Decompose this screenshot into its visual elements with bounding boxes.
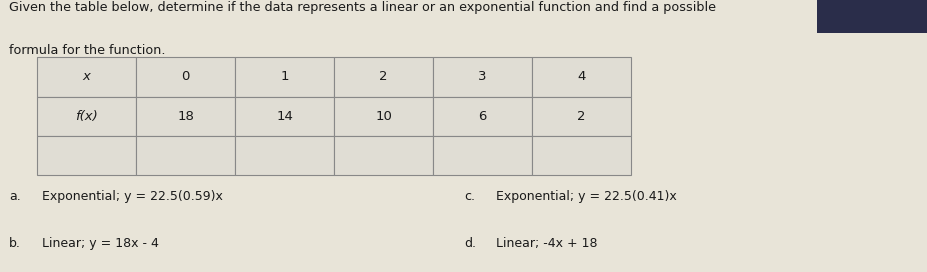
Text: 0: 0 bbox=[181, 70, 190, 83]
Text: Given the table below, determine if the data represents a linear or an exponenti: Given the table below, determine if the … bbox=[9, 1, 716, 14]
Bar bbox=[334, 97, 433, 136]
Bar bbox=[235, 97, 334, 136]
Bar bbox=[433, 57, 531, 97]
Text: 2: 2 bbox=[577, 110, 585, 123]
Text: x: x bbox=[83, 70, 91, 83]
Bar bbox=[334, 136, 433, 175]
Text: 14: 14 bbox=[276, 110, 293, 123]
Bar bbox=[136, 57, 235, 97]
Bar bbox=[334, 57, 433, 97]
Text: c.: c. bbox=[464, 190, 475, 203]
Bar bbox=[816, 0, 927, 33]
Bar bbox=[37, 57, 136, 97]
Text: Linear; -4x + 18: Linear; -4x + 18 bbox=[496, 237, 597, 250]
Text: 2: 2 bbox=[379, 70, 387, 83]
Bar bbox=[136, 97, 235, 136]
Bar bbox=[433, 97, 531, 136]
Bar bbox=[37, 97, 136, 136]
Text: a.: a. bbox=[9, 190, 21, 203]
Bar bbox=[531, 57, 630, 97]
Text: Exponential; y = 22.5(0.59)x: Exponential; y = 22.5(0.59)x bbox=[42, 190, 222, 203]
Text: 18: 18 bbox=[177, 110, 194, 123]
Bar bbox=[235, 136, 334, 175]
Bar bbox=[531, 97, 630, 136]
Bar bbox=[235, 57, 334, 97]
Text: 3: 3 bbox=[477, 70, 487, 83]
Text: f(x): f(x) bbox=[75, 110, 98, 123]
Text: d.: d. bbox=[464, 237, 476, 250]
Bar bbox=[433, 136, 531, 175]
Text: 1: 1 bbox=[280, 70, 288, 83]
Text: formula for the function.: formula for the function. bbox=[9, 44, 166, 57]
Text: 10: 10 bbox=[375, 110, 391, 123]
Bar bbox=[37, 136, 136, 175]
Text: 6: 6 bbox=[477, 110, 487, 123]
Text: Linear; y = 18x - 4: Linear; y = 18x - 4 bbox=[42, 237, 159, 250]
Text: b.: b. bbox=[9, 237, 21, 250]
Text: 4: 4 bbox=[577, 70, 585, 83]
Bar bbox=[136, 136, 235, 175]
Text: Exponential; y = 22.5(0.41)x: Exponential; y = 22.5(0.41)x bbox=[496, 190, 677, 203]
Bar bbox=[531, 136, 630, 175]
